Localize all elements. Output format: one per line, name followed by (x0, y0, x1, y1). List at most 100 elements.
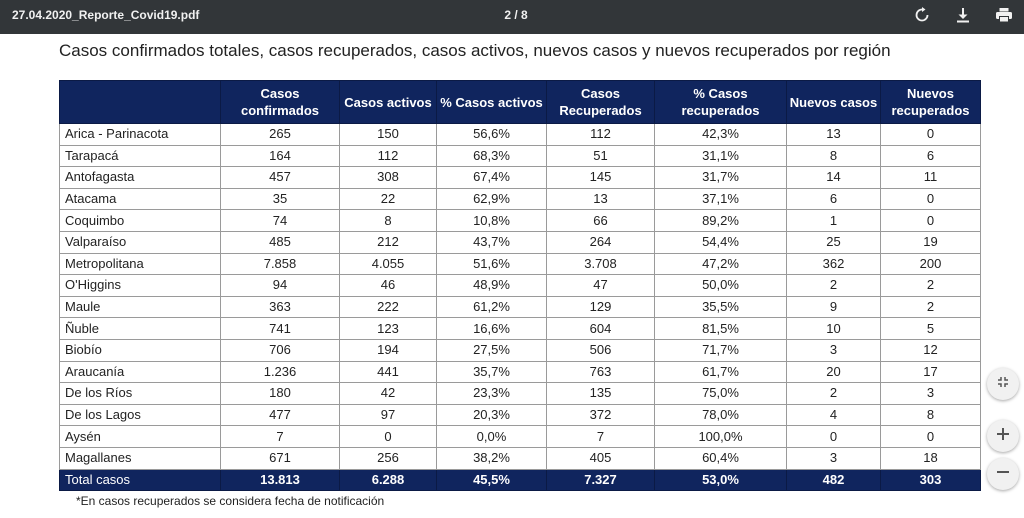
value-cell: 5 (880, 317, 981, 340)
zoom-in-button[interactable] (987, 420, 1019, 452)
value-cell: 4.055 (339, 252, 437, 276)
file-name: 27.04.2020_Reporte_Covid19.pdf (12, 8, 200, 22)
value-cell: 372 (546, 403, 655, 427)
value-cell: 2 (880, 274, 981, 297)
region-name-cell: O'Higgins (59, 274, 221, 297)
value-cell: 89,2% (654, 209, 787, 232)
value-cell: 0 (786, 425, 881, 448)
value-cell: 222 (339, 295, 437, 319)
table-row: Arica - Parinacota 265 150 56,6% 112 42,3% 13 0 (59, 123, 981, 146)
value-cell: 71,7% (654, 338, 787, 362)
region-name-cell: Antofagasta (59, 166, 221, 189)
download-button[interactable] (951, 4, 975, 26)
value-cell: 2 (786, 382, 881, 405)
rotate-button[interactable] (910, 4, 934, 26)
zoom-in-icon (997, 427, 1009, 445)
value-cell: 1 (786, 209, 881, 232)
table-row: Valparaíso 485 212 43,7% 264 54,4% 25 19 (59, 230, 981, 254)
column-header: Casos activos (339, 80, 437, 124)
value-cell: 56,6% (436, 123, 547, 146)
total-value-cell: 482 (786, 468, 881, 492)
fit-page-button[interactable] (987, 368, 1019, 400)
value-cell: 13 (786, 123, 881, 146)
value-cell: 8 (880, 403, 981, 427)
value-cell: 8 (786, 144, 881, 168)
page-indicator[interactable]: 2 / 8 (504, 8, 528, 22)
table-row: Atacama 35 22 62,9% 13 37,1% 6 0 (59, 187, 981, 211)
region-name-cell: De los Lagos (59, 403, 221, 427)
table-row: De los Ríos 180 42 23,3% 135 75,0% 2 3 (59, 382, 981, 405)
value-cell: 10,8% (436, 209, 547, 232)
value-cell: 51 (546, 144, 655, 168)
value-cell: 362 (786, 252, 881, 276)
value-cell: 112 (339, 144, 437, 168)
value-cell: 8 (339, 209, 437, 232)
value-cell: 61,2% (436, 295, 547, 319)
value-cell: 4 (786, 403, 881, 427)
value-cell: 264 (546, 230, 655, 254)
value-cell: 27,5% (436, 338, 547, 362)
value-cell: 145 (546, 166, 655, 189)
value-cell: 3 (786, 338, 881, 362)
value-cell: 48,9% (436, 274, 547, 297)
value-cell: 13 (546, 187, 655, 211)
region-name-cell: De los Ríos (59, 382, 221, 405)
value-cell: 150 (339, 123, 437, 146)
zoom-out-icon (997, 465, 1009, 483)
value-cell: 51,6% (436, 252, 547, 276)
table-row: Tarapacá 164 112 68,3% 51 31,1% 8 6 (59, 144, 981, 168)
value-cell: 67,4% (436, 166, 547, 189)
footnote: *En casos recuperados se considera fecha… (76, 494, 385, 508)
value-cell: 671 (220, 446, 340, 470)
value-cell: 68,3% (436, 144, 547, 168)
region-name-cell: Valparaíso (59, 230, 221, 254)
value-cell: 81,5% (654, 317, 787, 340)
cases-by-region-table: Casos confirmados Casos activos% Casos ac… (59, 80, 981, 492)
fit-page-icon (997, 375, 1009, 393)
value-cell: 0 (880, 425, 981, 448)
value-cell: 7.858 (220, 252, 340, 276)
value-cell: 50,0% (654, 274, 787, 297)
rotate-icon (914, 7, 930, 23)
value-cell: 212 (339, 230, 437, 254)
total-label-cell: Total casos (59, 468, 221, 492)
value-cell: 308 (339, 166, 437, 189)
value-cell: 38,2% (436, 446, 547, 470)
zoom-out-button[interactable] (987, 458, 1019, 490)
region-name-cell: Maule (59, 295, 221, 319)
table-row: Antofagasta 457 308 67,4% 145 31,7% 14 11 (59, 166, 981, 189)
value-cell: 405 (546, 446, 655, 470)
value-cell: 74 (220, 209, 340, 232)
value-cell: 3 (880, 382, 981, 405)
value-cell: 43,7% (436, 230, 547, 254)
table-row: O'Higgins 94 46 48,9% 47 50,0% 2 2 (59, 274, 981, 297)
value-cell: 54,4% (654, 230, 787, 254)
column-header (59, 80, 221, 124)
value-cell: 7 (546, 425, 655, 448)
value-cell: 100,0% (654, 425, 787, 448)
value-cell: 506 (546, 338, 655, 362)
value-cell: 0 (880, 209, 981, 232)
value-cell: 75,0% (654, 382, 787, 405)
column-header: % Casos activos (436, 80, 547, 124)
value-cell: 604 (546, 317, 655, 340)
table-row: De los Lagos 477 97 20,3% 372 78,0% 4 8 (59, 403, 981, 427)
value-cell: 2 (786, 274, 881, 297)
value-cell: 164 (220, 144, 340, 168)
table-row: Aysén 7 0 0,0% 7 100,0% 0 0 (59, 425, 981, 448)
value-cell: 42 (339, 382, 437, 405)
region-name-cell: Tarapacá (59, 144, 221, 168)
region-name-cell: Coquimbo (59, 209, 221, 232)
value-cell: 23,3% (436, 382, 547, 405)
region-name-cell: Atacama (59, 187, 221, 211)
value-cell: 180 (220, 382, 340, 405)
region-name-cell: Aysén (59, 425, 221, 448)
region-name-cell: Biobío (59, 338, 221, 362)
value-cell: 25 (786, 230, 881, 254)
value-cell: 47,2% (654, 252, 787, 276)
value-cell: 66 (546, 209, 655, 232)
print-button[interactable] (992, 4, 1016, 26)
value-cell: 18 (880, 446, 981, 470)
value-cell: 7 (220, 425, 340, 448)
total-row: Total casos 13.813 6.288 45,5% 7.327 53,0% 482… (59, 468, 981, 492)
